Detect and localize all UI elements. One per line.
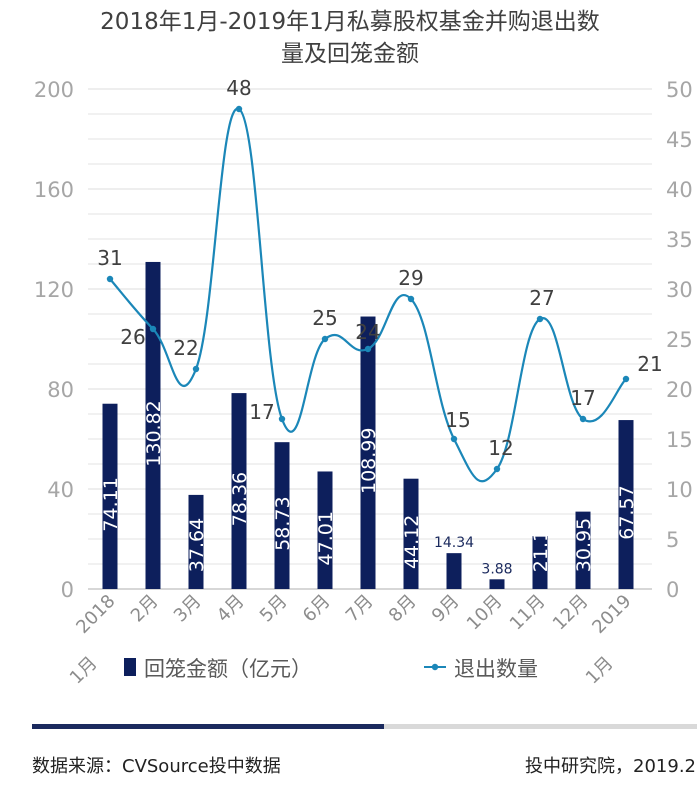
legend-label-bars: 回笼金额（亿元） [144,657,312,681]
y-right-tick-label: 20 [666,378,693,402]
x-tick-label: 4月 [213,591,249,627]
bar [403,478,419,589]
y-right-tick-label: 35 [666,228,693,252]
bar-data-label: 58.73 [272,496,294,550]
bar-data-label: 37.64 [186,518,208,572]
y-right-tick-label: 40 [666,178,693,202]
bar [317,471,333,589]
bar [575,511,591,589]
bar-data-label: 30.95 [573,518,595,572]
x-tick-label: 8月 [385,591,421,627]
y-right-tick-label: 25 [666,328,693,352]
bar [274,442,290,589]
bar-data-label: 74.11 [100,477,122,531]
line-point [235,105,243,113]
y-left-tick-label: 80 [47,378,74,402]
line-data-label: 26 [120,325,145,349]
line-data-label: 22 [173,336,198,360]
line-point [149,325,157,333]
bar [360,316,376,589]
x-tick-label: 10月 [463,591,507,635]
line-data-label: 48 [226,76,251,100]
bar-data-label: 130.82 [143,400,165,466]
x-tick-label: 2019 [588,591,635,638]
bar-data-label: 44.12 [401,515,423,569]
bar [102,403,118,589]
bar-data-label: 21.15 [530,518,552,572]
x-tick-label: 2月 [127,591,163,627]
legend-swatch-line-marker [431,663,439,671]
bar [188,494,204,589]
bar-data-label: 78.36 [229,472,251,526]
bar [145,261,161,589]
x-tick-label: 5月 [256,591,292,627]
line-point [450,435,458,443]
footer-credit: 投中研究院，2019.2 [525,756,696,777]
line-data-label: 17 [249,400,274,424]
y-right-tick-label: 10 [666,478,693,502]
line-data-label: 31 [97,246,122,270]
y-left-tick-label: 40 [47,478,74,502]
y-right-tick-label: 5 [666,528,679,552]
x-tick-label: 11月 [506,591,550,635]
bar-data-label: 14.34 [434,535,474,551]
x-tick-label: 9月 [428,591,464,627]
line-point [192,365,200,373]
bar-data-label: 47.01 [315,511,337,565]
x-tick-label: 6月 [299,591,335,627]
x-tick-label: 7月 [342,591,378,627]
line-point [579,415,587,423]
line-data-label: 21 [637,352,662,376]
chart-title-line-2: 量及回笼金额 [281,41,419,67]
line-point [536,315,544,323]
line-point [493,465,501,473]
x-tick-label: 1月 [66,653,102,689]
chart-title-line-1: 2018年1月-2019年1月私募股权基金并购退出数 [100,9,600,35]
combo-chart: 0 40 80 120 160 200 0 5 10 15 20 25 30 35 40 45 50 74.11 1… [34,76,693,689]
bar-data-label: 3.88 [481,561,512,577]
y-right-tick-label: 0 [666,578,679,602]
bar [618,420,634,589]
line-data-label: 24 [355,320,380,344]
line-data-label: 17 [570,386,595,410]
bar [231,393,247,589]
line-point [407,295,415,303]
y-left-tick-label: 120 [34,278,74,302]
x-tick-label: 12月 [549,591,593,635]
y-right-tick-label: 50 [666,78,693,102]
y-right-tick-label: 15 [666,428,693,452]
line-series-exits [109,107,627,483]
bar-data-label: 67.57 [616,485,638,539]
scroll-progress-fill [32,724,385,729]
y-right-tick-label: 30 [666,278,693,302]
scroll-progress-bar [32,724,697,729]
bar [446,553,462,589]
line-point [364,345,372,353]
bar [489,579,505,589]
x-tick-label: 3月 [170,591,206,627]
line-data-label: 15 [445,408,470,432]
legend-label-line: 退出数量 [454,657,538,681]
y-left-tick-label: 0 [61,578,74,602]
y-right-tick-label: 45 [666,128,693,152]
legend-swatch-bars [124,658,136,676]
line-data-label: 25 [312,306,337,330]
x-tick-label: 2018 [72,591,119,638]
line-point [106,275,114,283]
line-point [622,375,630,383]
chart-title: 2018年1月-2019年1月私募股权基金并购退出数 量及回笼金额 [0,6,700,70]
y-left-tick-label: 160 [34,178,74,202]
bar-data-label: 108.99 [358,428,380,494]
footer-source: 数据来源：CVSource投中数据 [32,756,281,777]
line-data-label: 12 [488,436,513,460]
x-tick-label: 1月 [582,653,618,689]
bar [532,536,548,589]
line-point [278,415,286,423]
line-data-label: 29 [398,266,423,290]
line-point [321,335,329,343]
y-left-tick-label: 200 [34,78,74,102]
line-data-label: 27 [529,286,554,310]
